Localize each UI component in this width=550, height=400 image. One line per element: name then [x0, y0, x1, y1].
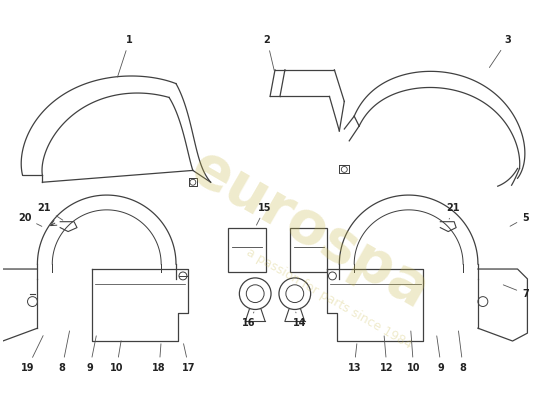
Text: 9: 9 [86, 336, 96, 373]
Text: 20: 20 [18, 213, 42, 226]
Text: 18: 18 [152, 344, 166, 373]
Text: 5: 5 [510, 213, 529, 226]
Text: 10: 10 [110, 341, 123, 373]
Text: 13: 13 [348, 344, 361, 373]
Text: 21: 21 [447, 203, 460, 219]
Bar [290, 228, 327, 272]
Text: 15: 15 [256, 203, 272, 225]
Text: a passion for parts since 1984: a passion for parts since 1984 [244, 246, 415, 352]
Text: 10: 10 [407, 331, 420, 373]
Text: 9: 9 [437, 336, 445, 373]
Text: eurospa: eurospa [180, 138, 439, 321]
Text: 7: 7 [503, 285, 529, 299]
Text: 8: 8 [59, 331, 69, 373]
Text: 3: 3 [490, 35, 511, 68]
Bar [228, 228, 266, 272]
Text: 2: 2 [263, 35, 274, 71]
Text: 17: 17 [182, 344, 196, 373]
Text: 12: 12 [380, 336, 394, 373]
Text: 19: 19 [21, 336, 43, 373]
Text: 14: 14 [293, 312, 306, 328]
Text: 1: 1 [118, 35, 133, 77]
Text: 21: 21 [37, 203, 63, 220]
Text: 16: 16 [241, 312, 255, 328]
Text: 8: 8 [459, 331, 466, 373]
